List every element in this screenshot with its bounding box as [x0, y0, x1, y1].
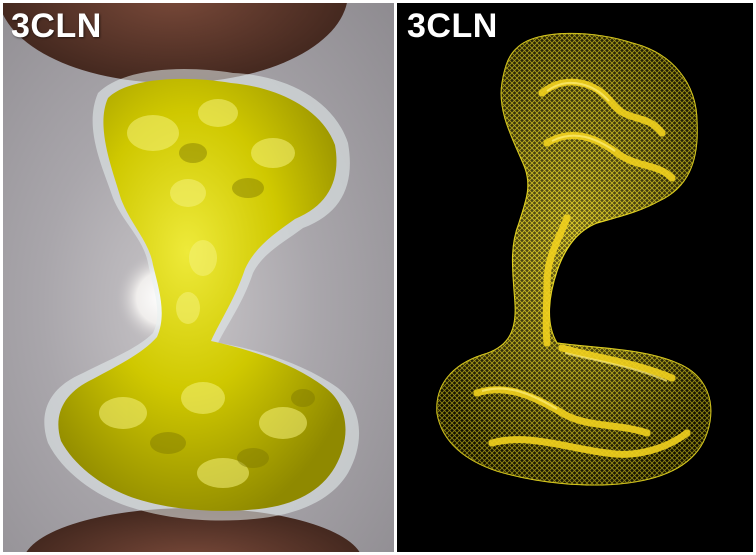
surface-shadows	[150, 143, 315, 468]
surface-highlights	[99, 99, 307, 488]
top-finger-shape	[3, 3, 347, 83]
panel-label-left: 3CLN	[11, 7, 102, 45]
molecular-surface-render	[436, 32, 712, 486]
photo-panel: 3CLN	[3, 3, 394, 552]
panel-label-right: 3CLN	[407, 7, 498, 45]
physical-model-photo	[3, 3, 360, 552]
render-panel: 3CLN	[397, 3, 753, 552]
bottom-finger-shape	[26, 508, 360, 552]
ribbon-highlights	[481, 81, 668, 410]
